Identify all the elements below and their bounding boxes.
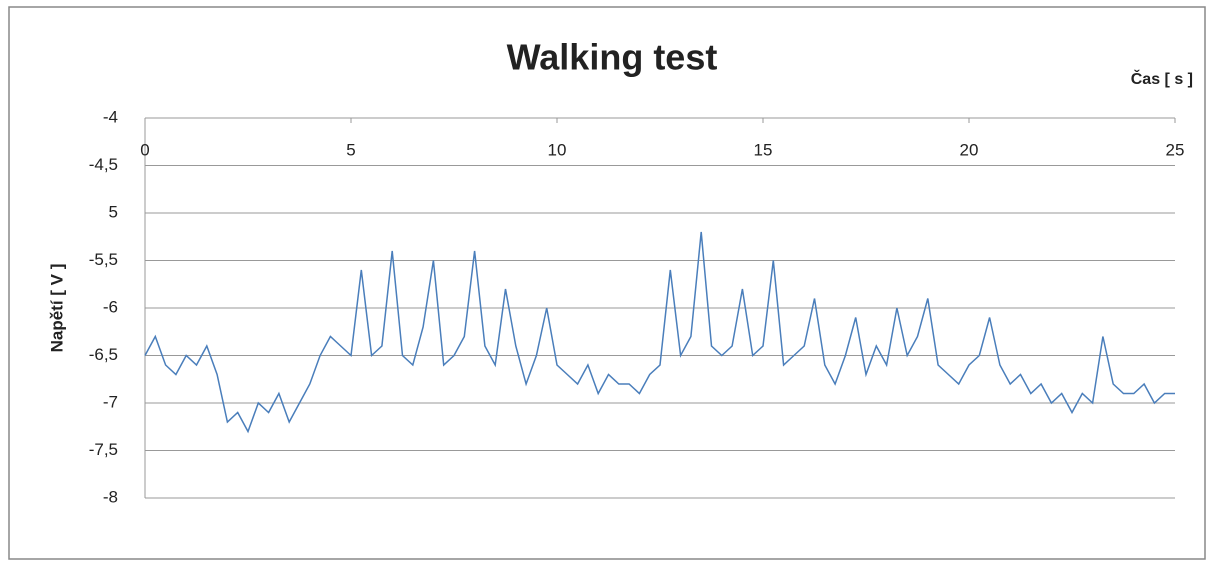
x-tick-label: 20 [960, 140, 979, 159]
y-tick-label: -8 [103, 487, 118, 506]
y-tick-label: -5,5 [89, 250, 118, 269]
y-tick-label: -4 [103, 107, 118, 126]
y-tick-label: -6,5 [89, 345, 118, 364]
chart-frame [8, 6, 1206, 560]
x-tick-label: 25 [1166, 140, 1185, 159]
y-tick-label: -4,5 [89, 155, 118, 174]
x-tick-label: 15 [754, 140, 773, 159]
y-tick-label: 5 [109, 202, 118, 221]
y-tick-label: -7 [103, 392, 118, 411]
y-tick-label: -6 [103, 297, 118, 316]
x-tick-label: 0 [140, 140, 149, 159]
x-tick-label: 10 [548, 140, 567, 159]
chart-title: Walking test [507, 37, 718, 78]
x-tick-label: 5 [346, 140, 355, 159]
data-line [144, 231, 1175, 434]
x-axis-title: Čas [ s ] [1131, 69, 1193, 88]
y-axis-title: Napětí [ V ] [47, 264, 66, 353]
y-tick-label: -7,5 [89, 440, 118, 459]
